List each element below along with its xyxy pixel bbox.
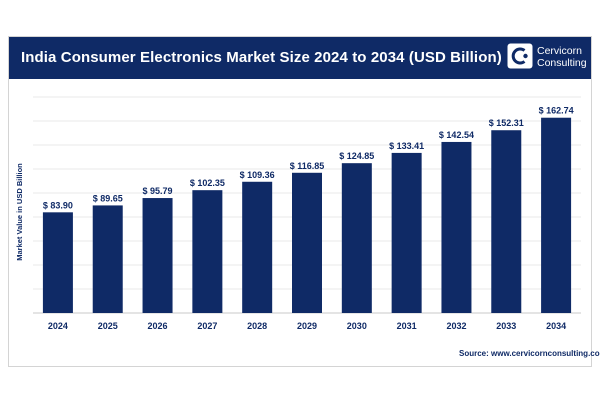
x-tick-2032: 2032 xyxy=(446,321,466,331)
chart-title: India Consumer Electronics Market Size 2… xyxy=(21,49,502,66)
value-label-2026: $ 95.79 xyxy=(143,186,173,196)
x-tick-labels: 2024 2025 2026 2027 2028 2029 2030 2031 2032 2033… xyxy=(48,321,566,331)
logo-line-2: Consulting xyxy=(537,57,587,69)
y-axis-label: Market Value in USD Billion xyxy=(15,163,24,261)
value-label-2034: $ 162.74 xyxy=(539,106,574,116)
bar-2027 xyxy=(192,190,223,313)
logo-wordmark: Cervicorn Consulting xyxy=(537,45,587,69)
value-label-2028: $ 109.36 xyxy=(240,170,275,180)
value-label-2032: $ 142.54 xyxy=(439,130,474,140)
bar-2029 xyxy=(292,172,322,313)
x-tick-2034: 2034 xyxy=(546,321,566,331)
value-label-2033: $ 152.31 xyxy=(489,118,524,128)
bar-2028 xyxy=(242,181,273,313)
bar-2024 xyxy=(42,212,73,313)
value-label-2025: $ 89.65 xyxy=(93,193,123,203)
bar-2033 xyxy=(491,130,522,313)
x-tick-2025: 2025 xyxy=(98,321,118,331)
value-labels: $ 83.90 $ 89.65 $ 95.79 $ 102.35 $ 109.36 $ 1… xyxy=(43,106,574,211)
x-tick-2029: 2029 xyxy=(297,321,317,331)
x-tick-2027: 2027 xyxy=(197,321,217,331)
x-tick-2024: 2024 xyxy=(48,321,68,331)
x-tick-2030: 2030 xyxy=(347,321,367,331)
value-label-2031: $ 133.41 xyxy=(389,141,424,151)
x-tick-2031: 2031 xyxy=(397,321,417,331)
x-tick-2028: 2028 xyxy=(247,321,267,331)
bars xyxy=(42,117,572,313)
bar-2026 xyxy=(142,198,173,313)
value-label-2024: $ 83.90 xyxy=(43,200,73,210)
value-label-2027: $ 102.35 xyxy=(190,178,225,188)
value-label-2030: $ 124.85 xyxy=(339,151,374,161)
company-logo: Cervicorn Consulting xyxy=(507,41,589,75)
bar-2032 xyxy=(441,141,472,313)
bar-2031 xyxy=(391,152,422,313)
bar-2034 xyxy=(541,117,572,313)
x-tick-2026: 2026 xyxy=(148,321,168,331)
cervicorn-logo-icon xyxy=(507,43,533,69)
chart-header: India Consumer Electronics Market Size 2… xyxy=(9,37,591,79)
logo-line-1: Cervicorn xyxy=(537,45,582,57)
x-tick-2033: 2033 xyxy=(496,321,516,331)
value-label-2029: $ 116.85 xyxy=(290,161,325,171)
bar-2030 xyxy=(341,163,372,313)
bar-2025 xyxy=(92,205,123,313)
chart-card: India Consumer Electronics Market Size 2… xyxy=(8,36,600,367)
bar-chart: $ 83.90 $ 89.65 $ 95.79 $ 102.35 $ 109.36 $ 1… xyxy=(15,96,581,331)
source-note: Source: www.cervicornconsulting.com xyxy=(459,349,600,358)
